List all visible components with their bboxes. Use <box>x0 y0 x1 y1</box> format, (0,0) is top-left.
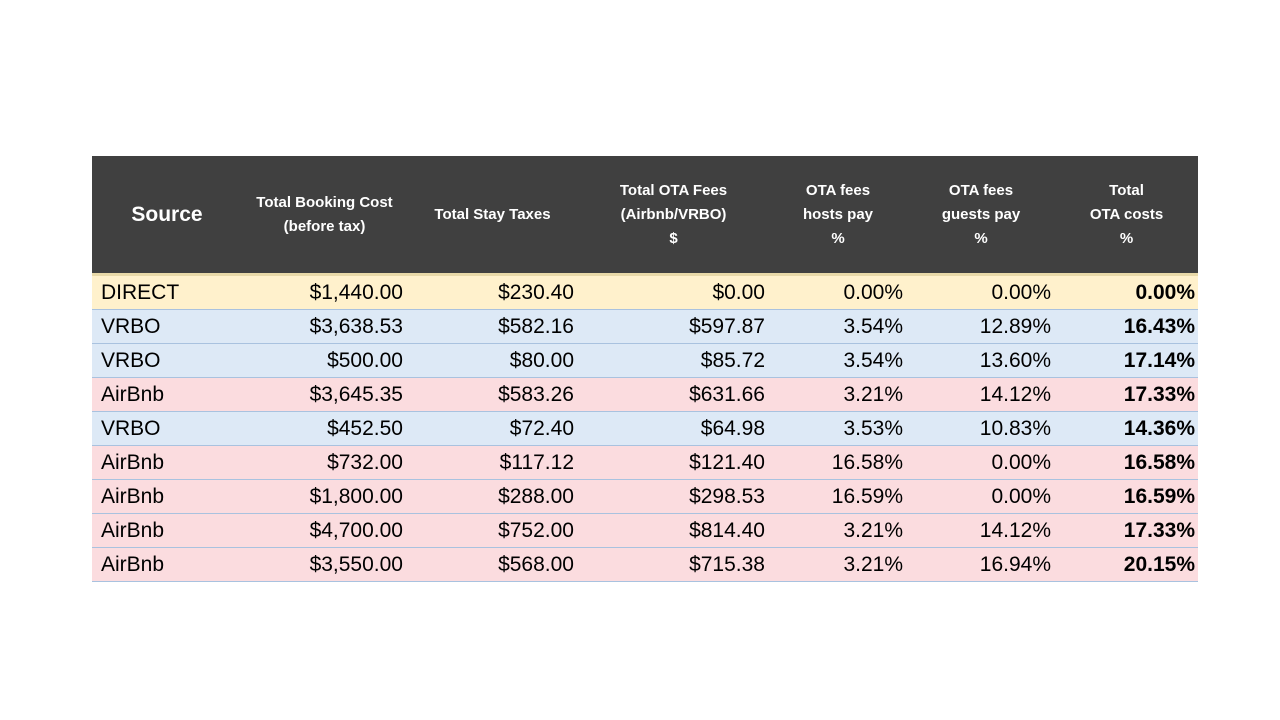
header-ota-fees-guests-pay: OTA fees guests pay % <box>907 156 1055 276</box>
stay-taxes-cell: $117.12 <box>407 445 578 480</box>
source-cell: VRBO <box>92 343 242 378</box>
header-total-booking-cost: Total Booking Cost (before tax) <box>242 156 407 276</box>
source-cell: AirBnb <box>92 445 242 480</box>
hosts-pay-cell: 3.21% <box>769 513 907 548</box>
header-line: guests pay <box>941 205 1021 223</box>
hosts-pay-cell: 3.54% <box>769 309 907 344</box>
table-body: DIRECT $1,440.00 $230.40 $0.00 0.00% 0.0… <box>92 274 1198 582</box>
total-ota-cost-cell: 20.15% <box>1055 547 1198 582</box>
header-row: Source Total Booking Cost (before tax) T… <box>92 156 1198 276</box>
table-row: VRBO $500.00 $80.00 $85.72 3.54% 13.60% … <box>92 343 1198 378</box>
stay-taxes-cell: $80.00 <box>407 343 578 378</box>
booking-cost-cell: $4,700.00 <box>242 513 407 548</box>
total-ota-cost-cell: 17.33% <box>1055 377 1198 412</box>
source-cell: VRBO <box>92 309 242 344</box>
ota-fees-cell: $64.98 <box>578 411 769 446</box>
guests-pay-cell: 14.12% <box>907 377 1055 412</box>
booking-cost-cell: $3,645.35 <box>242 377 407 412</box>
source-cell: AirBnb <box>92 513 242 548</box>
ota-fees-cell: $814.40 <box>578 513 769 548</box>
guests-pay-cell: 12.89% <box>907 309 1055 344</box>
header-line: Total Stay Taxes <box>434 205 551 223</box>
booking-cost-cell: $1,440.00 <box>242 274 407 310</box>
header-line: (before tax) <box>283 217 366 235</box>
booking-cost-cell: $1,800.00 <box>242 479 407 514</box>
booking-cost-cell: $500.00 <box>242 343 407 378</box>
header-line: OTA fees <box>948 181 1014 199</box>
stay-taxes-cell: $752.00 <box>407 513 578 548</box>
guests-pay-cell: 10.83% <box>907 411 1055 446</box>
booking-cost-cell: $3,638.53 <box>242 309 407 344</box>
guests-pay-cell: 16.94% <box>907 547 1055 582</box>
ota-fees-cell: $298.53 <box>578 479 769 514</box>
header-line: Total OTA Fees <box>619 181 728 199</box>
hosts-pay-cell: 3.21% <box>769 377 907 412</box>
total-ota-cost-cell: 0.00% <box>1055 274 1198 310</box>
table-row: VRBO $3,638.53 $582.16 $597.87 3.54% 12.… <box>92 309 1198 344</box>
header-source-line: Source <box>131 202 203 226</box>
guests-pay-cell: 13.60% <box>907 343 1055 378</box>
hosts-pay-cell: 3.53% <box>769 411 907 446</box>
ota-fees-cell: $85.72 <box>578 343 769 378</box>
guests-pay-cell: 0.00% <box>907 445 1055 480</box>
booking-cost-cell: $732.00 <box>242 445 407 480</box>
stay-taxes-cell: $583.26 <box>407 377 578 412</box>
hosts-pay-cell: 0.00% <box>769 274 907 310</box>
header-total-stay-taxes: Total Stay Taxes <box>407 156 578 276</box>
header-line: OTA fees <box>805 181 871 199</box>
table-row: AirBnb $732.00 $117.12 $121.40 16.58% 0.… <box>92 445 1198 480</box>
ota-cost-table-container: Source Total Booking Cost (before tax) T… <box>92 156 1198 582</box>
ota-fees-cell: $597.87 <box>578 309 769 344</box>
total-ota-cost-cell: 16.58% <box>1055 445 1198 480</box>
source-cell: DIRECT <box>92 274 242 310</box>
header-line: % <box>1119 229 1134 247</box>
source-cell: AirBnb <box>92 547 242 582</box>
ota-cost-table: Source Total Booking Cost (before tax) T… <box>92 156 1198 582</box>
total-ota-cost-cell: 16.43% <box>1055 309 1198 344</box>
header-line: Total <box>1109 181 1144 199</box>
stay-taxes-cell: $582.16 <box>407 309 578 344</box>
guests-pay-cell: 14.12% <box>907 513 1055 548</box>
stay-taxes-cell: $568.00 <box>407 547 578 582</box>
header-line: hosts pay <box>802 205 874 223</box>
header-ota-fees-hosts-pay: OTA fees hosts pay % <box>769 156 907 276</box>
hosts-pay-cell: 16.58% <box>769 445 907 480</box>
ota-fees-cell: $121.40 <box>578 445 769 480</box>
source-cell: AirBnb <box>92 377 242 412</box>
total-ota-cost-cell: 17.14% <box>1055 343 1198 378</box>
table-row: VRBO $452.50 $72.40 $64.98 3.53% 10.83% … <box>92 411 1198 446</box>
total-ota-cost-cell: 17.33% <box>1055 513 1198 548</box>
ota-fees-cell: $631.66 <box>578 377 769 412</box>
header-line: (Airbnb/VRBO) <box>620 205 727 223</box>
header-source: Source <box>92 156 242 276</box>
source-cell: AirBnb <box>92 479 242 514</box>
guests-pay-cell: 0.00% <box>907 479 1055 514</box>
source-cell: VRBO <box>92 411 242 446</box>
stay-taxes-cell: $288.00 <box>407 479 578 514</box>
booking-cost-cell: $452.50 <box>242 411 407 446</box>
header-total-ota-costs: Total OTA costs % <box>1055 156 1198 276</box>
guests-pay-cell: 0.00% <box>907 274 1055 310</box>
header-line: OTA costs <box>1089 205 1164 223</box>
ota-fees-cell: $715.38 <box>578 547 769 582</box>
ota-fees-cell: $0.00 <box>578 274 769 310</box>
header-line: $ <box>669 229 678 247</box>
hosts-pay-cell: 16.59% <box>769 479 907 514</box>
table-row: AirBnb $3,550.00 $568.00 $715.38 3.21% 1… <box>92 547 1198 582</box>
header-line: % <box>974 229 988 247</box>
hosts-pay-cell: 3.54% <box>769 343 907 378</box>
table-row: AirBnb $3,645.35 $583.26 $631.66 3.21% 1… <box>92 377 1198 412</box>
header-line: Total Booking Cost <box>256 193 393 211</box>
table-row: AirBnb $4,700.00 $752.00 $814.40 3.21% 1… <box>92 513 1198 548</box>
table-row: AirBnb $1,800.00 $288.00 $298.53 16.59% … <box>92 479 1198 514</box>
stay-taxes-cell: $72.40 <box>407 411 578 446</box>
header-line: % <box>831 229 845 247</box>
hosts-pay-cell: 3.21% <box>769 547 907 582</box>
stay-taxes-cell: $230.40 <box>407 274 578 310</box>
total-ota-cost-cell: 14.36% <box>1055 411 1198 446</box>
table-row: DIRECT $1,440.00 $230.40 $0.00 0.00% 0.0… <box>92 274 1198 310</box>
header-total-ota-fees: Total OTA Fees (Airbnb/VRBO) $ <box>578 156 769 276</box>
booking-cost-cell: $3,550.00 <box>242 547 407 582</box>
total-ota-cost-cell: 16.59% <box>1055 479 1198 514</box>
